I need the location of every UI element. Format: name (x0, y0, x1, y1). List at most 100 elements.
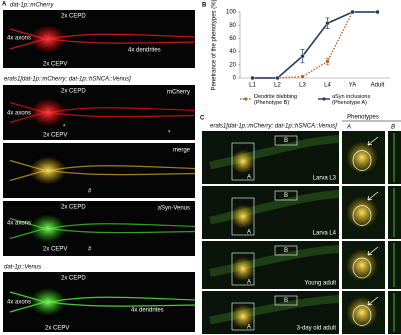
annotation: 2x CEPV (43, 62, 67, 68)
arrow (367, 296, 379, 306)
heading: dat-1p::Venus (4, 265, 41, 271)
inclusion-glow (231, 257, 255, 281)
neuron-process (9, 291, 196, 313)
y-tick-label: 0 (233, 76, 237, 82)
arrow (367, 246, 379, 256)
worm-body (209, 295, 340, 325)
neuron-process (9, 217, 196, 240)
x-tick-label: Adult (371, 83, 385, 89)
heading: erals1[dat-1p::mCherry; dat-1p::hSNCA::V… (4, 77, 131, 83)
annotation: 2x CEPD (61, 89, 86, 95)
stage-label: Young adult (305, 281, 337, 287)
cell-body-glow (30, 288, 66, 316)
legend-marker (244, 97, 248, 101)
strain: erals1[dat-1p::mCherry; dat-1p::hSNCA::V… (210, 124, 337, 130)
series-line (252, 11, 378, 79)
annotation: * (63, 125, 66, 131)
zoom-a-glow (346, 249, 378, 281)
arrow (367, 136, 379, 146)
heading: dat-1p::mCherry (10, 3, 54, 9)
box-label: A (247, 230, 251, 236)
annotation: 2x CEPD (61, 276, 86, 282)
annotation: 4x axons (7, 300, 31, 306)
zoom-box (231, 252, 255, 286)
neuron-process (9, 101, 196, 124)
zoom-box (231, 142, 255, 181)
y-tick-label: 100 (226, 10, 237, 16)
x-tick-label: L2 (274, 83, 281, 89)
cell-body-glow (30, 25, 66, 53)
inclusion-glow (231, 304, 255, 329)
data-point (300, 54, 305, 59)
zoom-box (274, 190, 298, 201)
channel-label: aSyn-Venus (158, 206, 190, 212)
zoom-box (274, 135, 298, 146)
panel-letter: B (202, 3, 207, 9)
series-line (252, 11, 378, 79)
y-tick-label: 20 (229, 62, 236, 68)
annotation: # (88, 247, 92, 253)
channel-label: mCherry (167, 90, 190, 96)
zoom-a-glow (346, 141, 378, 174)
y-tick-label: 80 (229, 23, 236, 29)
data-point (325, 21, 330, 26)
box-label: B (284, 298, 288, 304)
inclusion-circle (352, 305, 372, 326)
box-label: B (284, 248, 288, 254)
x-tick-label: L1 (249, 83, 256, 89)
data-point (375, 9, 380, 15)
annotation: 4x axons (7, 111, 31, 117)
zoom-box (231, 197, 255, 236)
y-tick-label: 40 (229, 49, 236, 55)
cell-body-glow (30, 156, 66, 185)
data-point (300, 74, 305, 79)
box-label: A (247, 175, 251, 181)
annotation: 4x dendrites (131, 308, 164, 314)
annotation: 2x CEPV (43, 133, 67, 139)
legend-label: Dendrite blebbing (Phenotype B) (254, 94, 298, 106)
inclusion-circle (352, 257, 372, 279)
data-point (250, 75, 255, 81)
heading: Phenotypes (347, 115, 379, 121)
annotation: 4x axons (7, 36, 31, 42)
cell-body-glow (30, 98, 66, 127)
inclusion-glow (231, 204, 255, 229)
annotation: # (88, 189, 92, 195)
data-point (275, 75, 280, 81)
worm-body (209, 135, 340, 170)
x-tick-label: L3 (299, 83, 306, 89)
neuron-process (9, 28, 196, 50)
y-axis-title: Penetrance of the phenotypes (%) (212, 0, 218, 91)
worm-body (209, 245, 340, 277)
legend-label: aSyn inclusions (Phenotype A) (332, 94, 371, 106)
data-point (325, 59, 330, 64)
x-tick-label: L4 (324, 83, 331, 89)
stage-label: 3-day old adult (297, 326, 337, 332)
column-label: A (346, 125, 351, 131)
inclusion-glow (231, 149, 255, 174)
annotation: 2x CEPV (43, 247, 67, 253)
annotation: 2x CEPD (61, 205, 86, 211)
arrow (367, 191, 379, 201)
box-label: B (284, 138, 288, 144)
channel-label: merge (173, 148, 191, 154)
zoom-box (231, 302, 255, 331)
annotation: 2x CEPD (61, 14, 86, 20)
zoom-box (274, 245, 298, 256)
annotation: * (168, 131, 171, 137)
zoom-a-glow (346, 196, 378, 229)
annotation: 4x dendrites (128, 48, 161, 54)
zoom-box (274, 295, 298, 306)
x-tick-label: YA (349, 83, 357, 89)
column-label: B (391, 125, 395, 131)
stage-label: Larva L4 (313, 231, 337, 237)
box-label: A (247, 280, 251, 286)
neuron-process (9, 159, 196, 182)
panel-letter: C (200, 116, 205, 122)
panel-letter: A (2, 2, 7, 8)
y-tick-label: 60 (229, 36, 236, 42)
inclusion-circle (352, 205, 372, 226)
worm-body (209, 190, 340, 225)
